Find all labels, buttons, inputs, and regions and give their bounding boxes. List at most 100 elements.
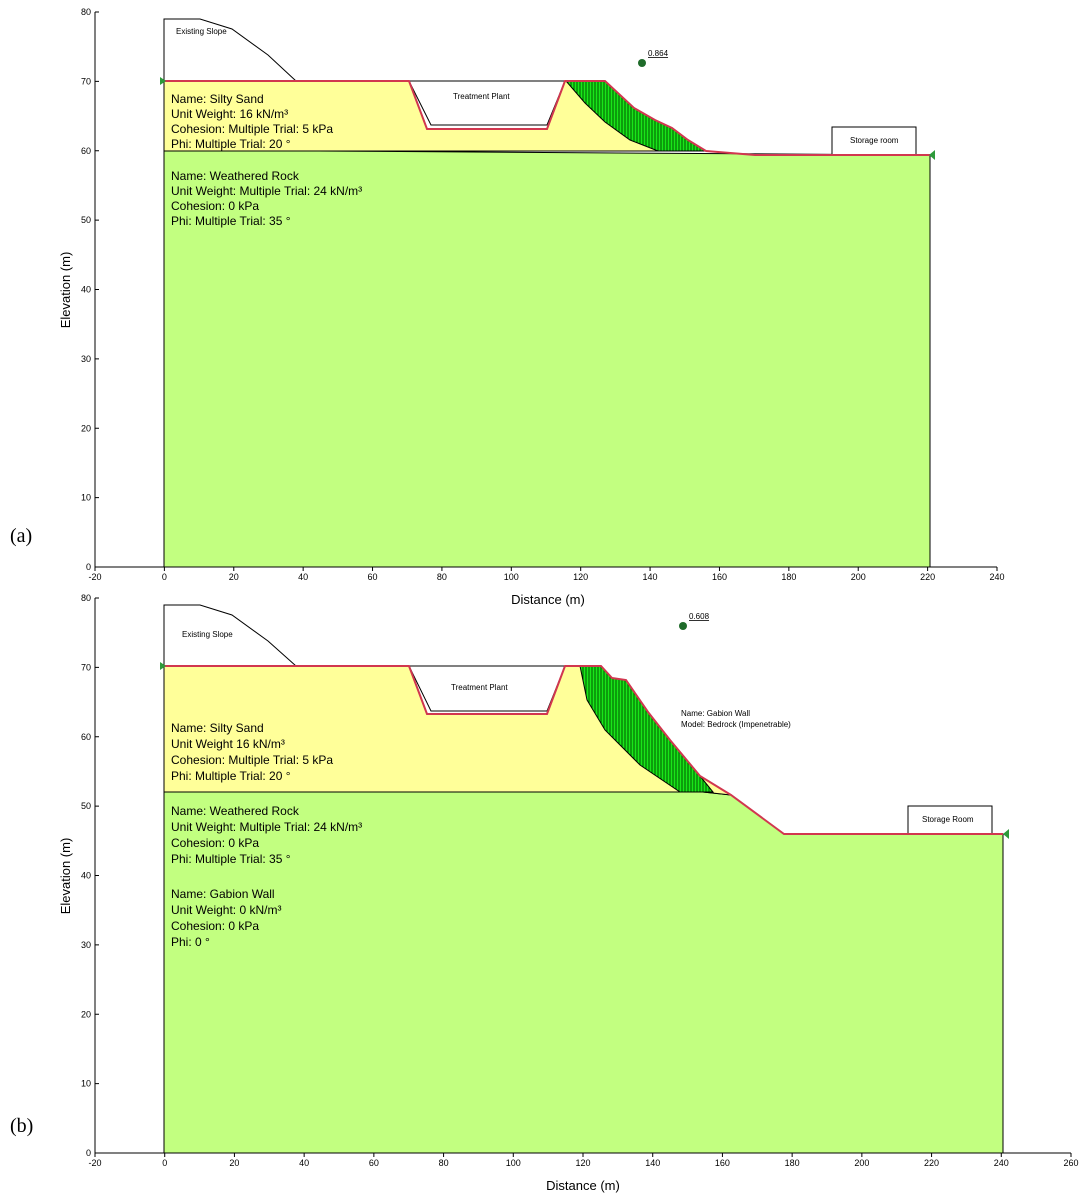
axis-ticks-b: -20 0 20 40 60 80 100 120 140 160 180 200 220 240 2600…: [81, 593, 1079, 1168]
y-tick-label: 20: [81, 423, 91, 433]
x-tick-label: 240: [989, 572, 1004, 582]
y-tick-label: 30: [81, 354, 91, 364]
x-tick-label: 40: [298, 572, 308, 582]
x-tick-label: 120: [573, 572, 588, 582]
x-tick-label: 180: [781, 572, 796, 582]
x-tick-label: 200: [851, 572, 866, 582]
x-tick-label: 80: [439, 1158, 449, 1168]
x-tick-label: 120: [575, 1158, 590, 1168]
y-tick-label: 40: [81, 871, 91, 881]
y-tick-label: 30: [81, 940, 91, 950]
boundary-marker-right: [1003, 829, 1009, 839]
y-tick-label: 10: [81, 1079, 91, 1089]
y-tick-label: 50: [81, 801, 91, 811]
x-tick-label: 60: [369, 1158, 379, 1168]
material-gabion-name: Name: Gabion Wall: [171, 887, 275, 901]
x-tick-label: 140: [643, 572, 658, 582]
treatment-plant-label: Treatment Plant: [451, 683, 508, 692]
y-tick-label: 80: [81, 593, 91, 603]
fos-value: 0.864: [648, 49, 669, 58]
y-tick-label: 20: [81, 1009, 91, 1019]
treatment-plant-label: Treatment Plant: [453, 92, 510, 101]
material-rock-cohesion: Cohesion: 0 kPa: [171, 836, 259, 850]
treatment-plant-outline: [408, 665, 566, 712]
y-tick-label: 0: [86, 562, 91, 572]
boundary-marker-left: [160, 77, 166, 85]
storage-room-box: [831, 126, 917, 156]
x-tick-label: 160: [715, 1158, 730, 1168]
storage-room-box: [907, 805, 993, 835]
material-silty-sand-name: Name: Silty Sand: [171, 92, 264, 106]
y-tick-label: 60: [81, 732, 91, 742]
material-rock-name: Name: Weathered Rock: [171, 169, 300, 183]
panel-b: 0.608 -20 0 20 40 60 80 100 120 140 160 180 200 220 2…: [10, 593, 1079, 1193]
weathered-rock-region: [163, 149, 931, 568]
existing-slope-outline: [163, 18, 297, 82]
x-tick-label: 160: [712, 572, 727, 582]
x-tick-label: 40: [299, 1158, 309, 1168]
fos-center-marker: [638, 59, 646, 67]
fos-center-marker: [679, 622, 687, 630]
treatment-plant-outline: [408, 80, 566, 126]
existing-slope-label: Existing Slope: [182, 630, 233, 639]
material-silty-sand-phi: Phi: Multiple Trial: 20 °: [171, 769, 291, 783]
material-silty-sand-name: Name: Silty Sand: [171, 721, 264, 735]
x-tick-label: 100: [504, 572, 519, 582]
material-rock-phi: Phi: Multiple Trial: 35 °: [171, 852, 291, 866]
material-silty-sand-cohesion: Cohesion: Multiple Trial: 5 kPa: [171, 122, 333, 136]
material-rock-cohesion: Cohesion: 0 kPa: [171, 199, 259, 213]
material-silty-sand-phi: Phi: Multiple Trial: 20 °: [171, 137, 291, 151]
material-silty-sand-cohesion: Cohesion: Multiple Trial: 5 kPa: [171, 753, 333, 767]
existing-slope-label: Existing Slope: [176, 27, 227, 36]
x-tick-label: 20: [229, 1158, 239, 1168]
y-tick-label: 70: [81, 76, 91, 86]
y-axis-title: Elevation (m): [58, 838, 73, 915]
x-axis-title: Distance (m): [511, 592, 585, 607]
y-tick-label: 10: [81, 493, 91, 503]
y-tick-label: 40: [81, 285, 91, 295]
material-gabion-phi: Phi: 0 °: [171, 935, 210, 949]
x-tick-label: 140: [645, 1158, 660, 1168]
x-tick-label: 100: [506, 1158, 521, 1168]
gabion-note-model: Model: Bedrock (Impenetrable): [681, 720, 791, 729]
material-silty-sand-weight: Unit Weight 16 kN/m³: [171, 737, 285, 751]
axis-ticks-a: -20 0 20 40 60 80 100 120 140 160 180 200 220 2400102…: [81, 7, 1005, 582]
y-tick-label: 0: [86, 1148, 91, 1158]
y-tick-label: 70: [81, 662, 91, 672]
boundary-marker-left: [160, 662, 166, 670]
x-tick-label: 220: [924, 1158, 939, 1168]
fos-value: 0.608: [689, 612, 710, 621]
material-rock-phi: Phi: Multiple Trial: 35 °: [171, 214, 291, 228]
x-tick-label: 20: [229, 572, 239, 582]
y-tick-label: 80: [81, 7, 91, 17]
material-rock-weight: Unit Weight: Multiple Trial: 24 kN/m³: [171, 820, 362, 834]
x-tick-label: 240: [994, 1158, 1009, 1168]
x-tick-label: 260: [1063, 1158, 1078, 1168]
material-gabion-weight: Unit Weight: 0 kN/m³: [171, 903, 281, 917]
weathered-rock-region: [163, 791, 1004, 1154]
material-silty-sand-weight: Unit Weight: 16 kN/m³: [171, 107, 288, 121]
existing-slope-outline: [163, 604, 297, 667]
storage-room-label: Storage Room: [922, 815, 974, 824]
panel-tag-a: (a): [10, 525, 32, 547]
panel-tag-b: (b): [10, 1115, 33, 1137]
x-tick-label: 60: [368, 572, 378, 582]
x-tick-label: 200: [854, 1158, 869, 1168]
boundary-marker-right: [929, 150, 935, 160]
x-tick-label: -20: [88, 572, 101, 582]
x-tick-label: 180: [785, 1158, 800, 1168]
y-tick-label: 60: [81, 146, 91, 156]
material-rock-weight: Unit Weight: Multiple Trial: 24 kN/m³: [171, 184, 362, 198]
storage-room-label: Storage room: [850, 136, 899, 145]
x-tick-label: -20: [88, 1158, 101, 1168]
y-tick-label: 50: [81, 215, 91, 225]
ground-surface-line: [164, 665, 1003, 835]
material-gabion-cohesion: Cohesion: 0 kPa: [171, 919, 259, 933]
y-axis-title: Elevation (m): [58, 252, 73, 329]
x-tick-label: 0: [162, 1158, 167, 1168]
x-tick-label: 220: [920, 572, 935, 582]
ground-surface-line: [164, 80, 930, 156]
x-tick-label: 0: [162, 572, 167, 582]
